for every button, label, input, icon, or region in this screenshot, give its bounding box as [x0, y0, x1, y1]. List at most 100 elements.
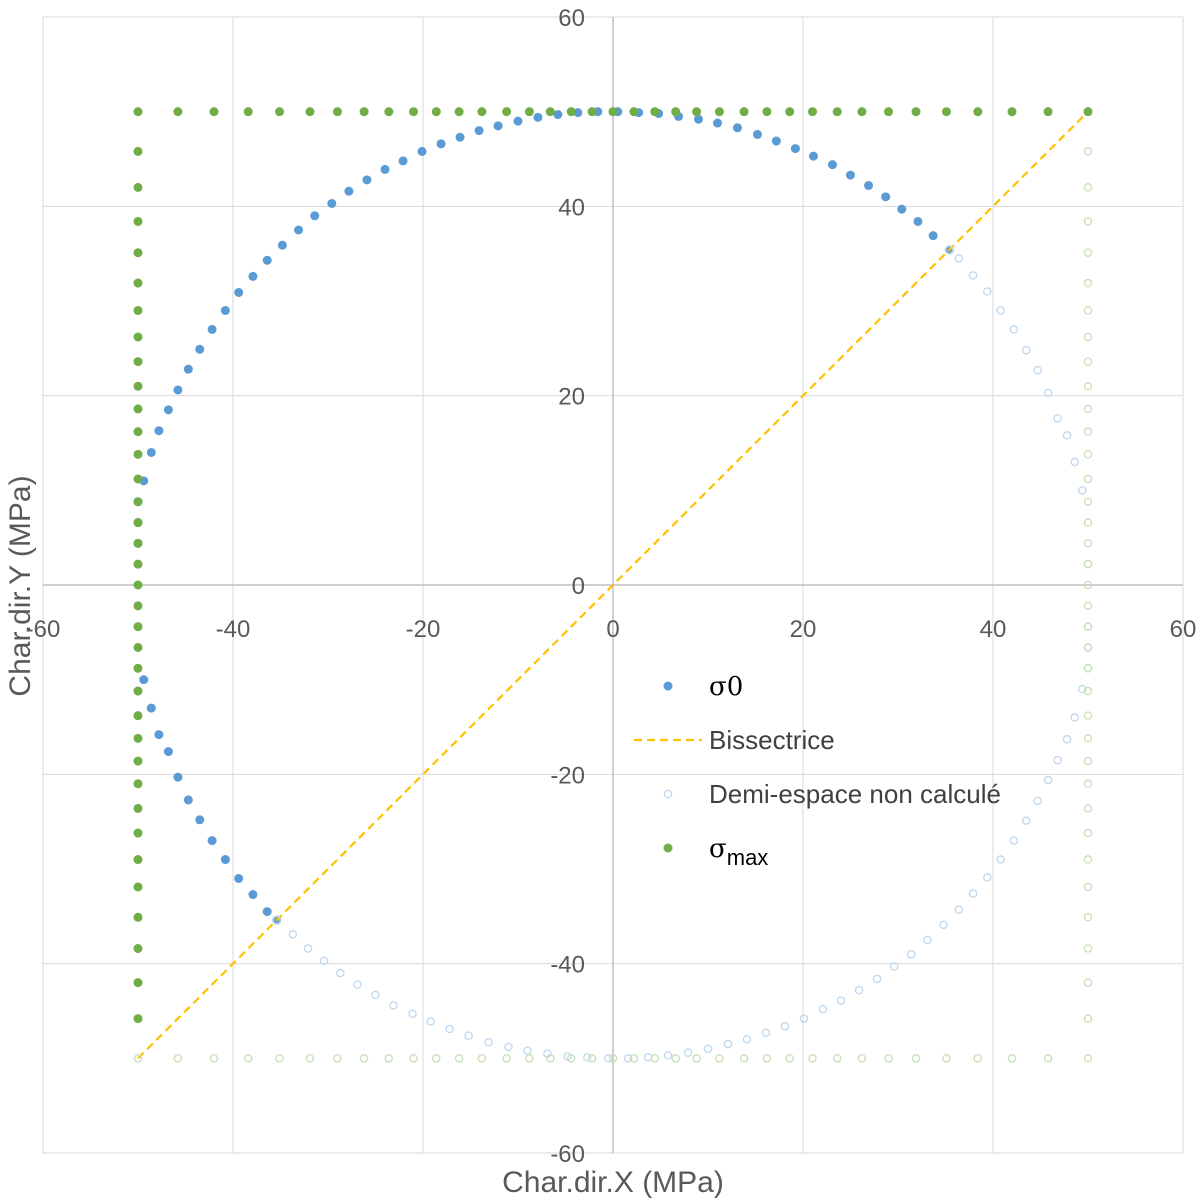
data-point	[1083, 664, 1093, 673]
data-point	[275, 107, 285, 117]
data-point	[454, 1054, 464, 1063]
y-tick-label: 60	[558, 5, 585, 32]
data-point	[996, 306, 1005, 315]
legend-label: σmax	[709, 834, 768, 870]
data-point	[327, 198, 337, 208]
y-tick-label: -60	[550, 1141, 585, 1168]
data-point	[380, 164, 390, 174]
x-tick-label: 60	[1170, 616, 1197, 643]
data-point	[359, 107, 369, 117]
data-point	[133, 146, 143, 156]
data-point	[502, 1054, 511, 1063]
data-point	[742, 1035, 752, 1044]
data-point	[133, 1054, 143, 1063]
data-point	[133, 518, 143, 528]
data-point	[525, 1054, 534, 1063]
data-point	[983, 287, 992, 296]
data-point	[139, 675, 149, 685]
data-point	[1083, 107, 1093, 117]
data-point	[243, 1054, 253, 1063]
data-point	[761, 1028, 771, 1038]
data-point	[1078, 684, 1087, 694]
legend-marker	[663, 843, 673, 853]
data-point	[288, 930, 298, 939]
data-point	[1053, 414, 1062, 423]
data-point	[220, 305, 230, 315]
data-point	[703, 1044, 713, 1054]
data-point	[133, 663, 143, 673]
data-point	[846, 170, 855, 180]
data-point	[762, 107, 772, 117]
data-point	[133, 497, 143, 507]
data-point	[911, 1054, 921, 1063]
data-point	[1083, 357, 1093, 366]
data-point	[715, 1054, 724, 1063]
data-point	[884, 1054, 893, 1063]
data-point	[389, 1001, 398, 1010]
data-point	[1083, 944, 1093, 953]
data-point	[683, 1048, 693, 1057]
x-tick-label: -20	[406, 616, 441, 643]
data-point	[303, 944, 313, 953]
data-point	[464, 1031, 473, 1040]
data-point	[714, 107, 724, 117]
data-point	[650, 107, 660, 117]
data-point	[923, 935, 932, 945]
data-point	[1083, 450, 1093, 459]
data-point	[133, 182, 143, 192]
data-point	[133, 580, 143, 590]
data-point	[523, 1046, 532, 1056]
data-point	[209, 1054, 219, 1063]
data-point	[808, 1054, 817, 1063]
data-point	[344, 186, 354, 196]
data-point	[1083, 427, 1093, 436]
data-point	[790, 144, 800, 154]
data-point	[996, 855, 1005, 864]
data-point	[941, 107, 951, 117]
data-marks	[133, 107, 1093, 1063]
data-point	[1022, 345, 1031, 355]
data-point	[524, 107, 534, 117]
data-point	[319, 956, 329, 966]
tick-labels: -60 -40 -20 0 20 40 60 -60 -40 -20 0 20 40 60	[26, 5, 1197, 1168]
data-point	[209, 107, 219, 117]
data-point	[1083, 756, 1093, 766]
data-point	[183, 795, 193, 805]
data-point	[220, 855, 230, 865]
data-point	[968, 889, 978, 898]
data-point	[1083, 828, 1093, 838]
data-point	[310, 211, 320, 221]
data-point	[173, 772, 183, 782]
data-point	[163, 405, 173, 415]
data-point	[154, 730, 164, 740]
data-point	[864, 181, 874, 191]
data-point	[133, 779, 143, 789]
data-point	[808, 151, 818, 161]
y-tick-label: -40	[550, 952, 585, 979]
y-tick-label: 0	[572, 573, 585, 600]
data-point	[133, 474, 143, 484]
data-point	[911, 107, 921, 117]
data-point	[785, 107, 795, 117]
data-point	[1083, 913, 1093, 922]
data-point	[154, 426, 164, 436]
data-point	[477, 107, 487, 117]
data-point	[173, 107, 183, 117]
data-point	[857, 107, 867, 117]
data-point	[133, 107, 143, 117]
data-point	[1083, 539, 1093, 548]
data-point	[133, 756, 143, 766]
data-point	[384, 1054, 394, 1063]
data-point	[409, 107, 418, 117]
data-point	[663, 1051, 673, 1060]
data-point	[133, 601, 143, 611]
data-point	[854, 985, 864, 995]
data-point	[133, 248, 143, 258]
data-point	[133, 381, 143, 391]
data-point	[1007, 1054, 1017, 1063]
data-point	[629, 107, 639, 117]
data-point	[954, 905, 964, 914]
data-point	[1043, 1054, 1053, 1063]
data-point	[671, 1054, 680, 1063]
data-point	[163, 747, 173, 757]
